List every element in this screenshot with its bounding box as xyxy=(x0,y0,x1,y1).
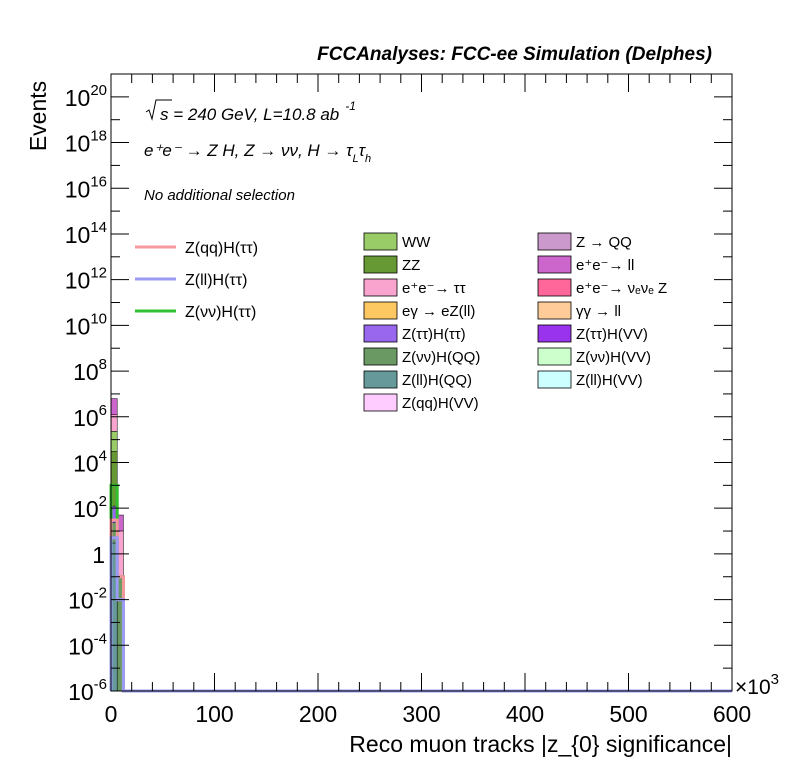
x-tick-label-0: 0 xyxy=(105,701,118,727)
sqrt-s-text: s = 240 GeV, L=10.8 ab xyxy=(160,105,339,124)
x-tick-label-1: 100 xyxy=(195,701,233,727)
x-axis-label: Reco muon tracks |z_{0} significance| xyxy=(349,731,732,757)
legend-bkg-label-2: e⁺e⁻→ ττ xyxy=(402,280,466,297)
legend-bkg-swatch-10 xyxy=(537,278,572,297)
y-tick-label-1: 1018 xyxy=(65,128,107,157)
process-annotation: e⁺e⁻ → Z H, Z → νν, H → τLτh xyxy=(144,141,371,165)
y-tick-label-8: 104 xyxy=(73,447,107,476)
process-tau2: τ xyxy=(359,141,367,160)
axis-ticks-layer: 0 100 200 300 400 500 600 1020 1018 1016 1014 1012 1… xyxy=(65,73,751,727)
chart-title: FCCAnalyses: FCC-ee Simulation (Delphes) xyxy=(317,44,712,65)
legend-bkg-swatch-4 xyxy=(363,324,398,343)
x-tick-label-2: 200 xyxy=(299,701,337,727)
y-tick-label-11: 10-2 xyxy=(68,585,107,614)
svg-text:s = 240 GeV, L=10.8 ab-1: s = 240 GeV, L=10.8 ab -1 xyxy=(160,99,356,124)
x-tick-label-4: 400 xyxy=(506,701,544,727)
signal-line-1 xyxy=(109,518,732,693)
y-tick-label-3: 1014 xyxy=(65,219,107,248)
legend-bkg-swatch-14 xyxy=(537,370,572,389)
x-tick-label-3: 300 xyxy=(402,701,440,727)
legend-bkg-swatch-12 xyxy=(537,324,572,343)
stack-bar-bin0-4 xyxy=(110,431,118,452)
y-tick-label-9: 102 xyxy=(73,493,107,522)
legend-bkg-label-9: e⁺e⁻→ ll xyxy=(576,257,634,274)
x-multiplier-exponent: 3 xyxy=(771,671,779,688)
legend-signal-label-1: Z(ll)H(ττ) xyxy=(185,272,247,289)
y-tick-label-12: 10-4 xyxy=(68,630,107,659)
legend-bkg-swatch-9 xyxy=(537,255,572,274)
legend-bkg-label-7: Z(qq)H(VV) xyxy=(402,395,479,412)
legend-bkg-label-3: eγ → eZ(ll) xyxy=(402,303,475,320)
signal-lines-layer xyxy=(109,483,732,693)
x-tick-label-5: 500 xyxy=(609,701,647,727)
y-tick-label-2: 1016 xyxy=(65,173,107,202)
x-axis-multiplier: ×103 xyxy=(735,671,779,699)
x-tick-label-6: 600 xyxy=(713,701,751,727)
stack-bar-bin0-6 xyxy=(110,398,118,415)
y-tick-label-10: 1 xyxy=(92,542,105,568)
signal-line-2 xyxy=(109,536,732,693)
energy-lumi-annotation: s = 240 GeV, L=10.8 ab -1 xyxy=(145,99,356,124)
legend-bkg-swatch-11 xyxy=(537,301,572,320)
process-text: e⁺e⁻ → Z H, Z → νν, H → τ xyxy=(144,141,354,160)
svg-text:×103: ×103 xyxy=(735,671,779,699)
legend-bkg-label-13: Z(νν)H(VV) xyxy=(576,349,651,366)
legend-bkg-label-0: WW xyxy=(402,234,431,251)
legend-bkg-swatch-3 xyxy=(363,301,398,320)
legend-bkg-label-4: Z(ττ)H(ττ) xyxy=(402,326,466,343)
y-tick-label-6: 108 xyxy=(73,356,107,385)
y-tick-label-4: 1012 xyxy=(65,265,107,294)
y-axis-label: Events xyxy=(25,81,51,151)
sqrt-symbol xyxy=(145,99,172,121)
legend-bkg-swatch-2 xyxy=(363,278,398,297)
legend-bkg-label-1: ZZ xyxy=(402,257,420,274)
legend-bkg-label-10: e⁺e⁻→ νₑνₑ Z xyxy=(576,280,667,297)
process-sub1: L xyxy=(353,153,359,165)
legend-bkg-swatch-13 xyxy=(537,347,572,366)
legend-bkg-swatch-7 xyxy=(363,393,398,412)
y-tick-label-0: 1020 xyxy=(65,82,107,111)
legend-bkg-label-14: Z(ll)H(VV) xyxy=(576,372,643,389)
lumi-exponent: -1 xyxy=(345,99,356,113)
svg-text:e⁺e⁻ → Z H, Z → νν, H → τLτh: e⁺e⁻ → Z H, Z → νν, H → τLτh xyxy=(144,141,371,165)
legend-backgrounds: WW ZZ e⁺e⁻→ ττ eγ → eZ(ll) Z(ττ)H(ττ) Z(νν)H(… xyxy=(363,232,667,412)
legend-signals: Z(qq)H(ττ) Z(ll)H(ττ) Z(νν)H(ττ) xyxy=(135,240,258,321)
legend-signal-label-0: Z(qq)H(ττ) xyxy=(185,240,258,257)
y-tick-label-5: 1010 xyxy=(65,310,107,339)
legend-bkg-swatch-1 xyxy=(363,255,398,274)
y-tick-label-7: 106 xyxy=(73,402,107,431)
legend-bkg-label-11: γγ → ll xyxy=(576,303,621,320)
legend-bkg-label-5: Z(νν)H(QQ) xyxy=(402,349,480,366)
x-multiplier-base: ×10 xyxy=(735,676,771,699)
process-sub2: h xyxy=(365,153,371,165)
legend-bkg-label-8: Z → QQ xyxy=(576,234,632,251)
selection-annotation: No additional selection xyxy=(144,187,295,204)
legend-bkg-swatch-6 xyxy=(363,370,398,389)
legend-bkg-label-6: Z(ll)H(QQ) xyxy=(402,372,472,389)
legend-bkg-label-12: Z(ττ)H(VV) xyxy=(576,326,648,343)
legend-signal-label-2: Z(νν)H(ττ) xyxy=(185,304,256,321)
legend-bkg-swatch-0 xyxy=(363,232,398,251)
legend-bkg-swatch-8 xyxy=(537,232,572,251)
signal-line-0 xyxy=(109,483,732,693)
legend-bkg-swatch-5 xyxy=(363,347,398,366)
y-tick-label-13: 10-6 xyxy=(68,676,107,705)
